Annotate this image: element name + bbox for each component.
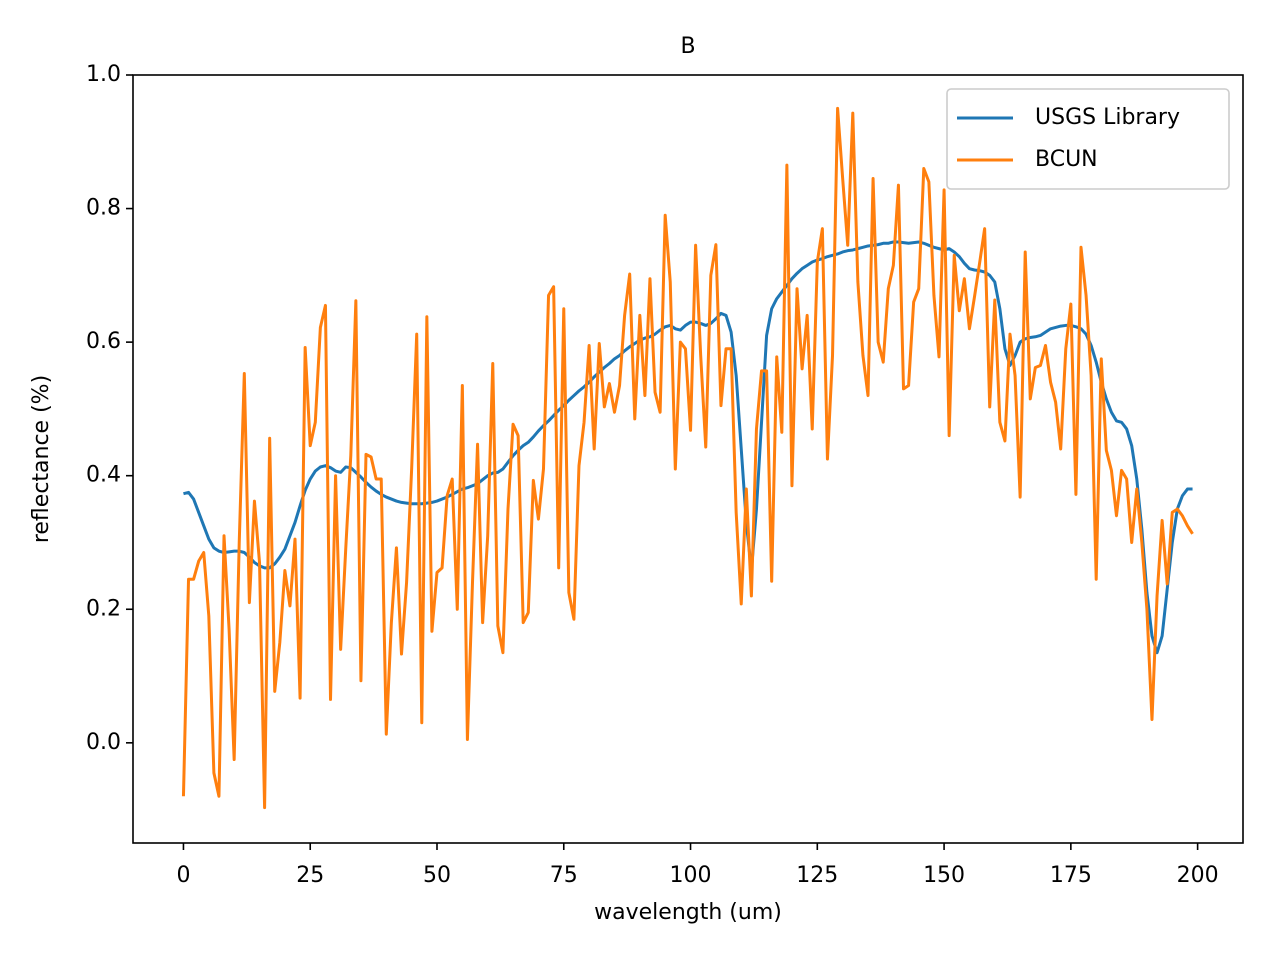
x-tick-label: 50 <box>423 863 451 888</box>
y-tick-label: 1.0 <box>86 62 121 87</box>
x-tick-label: 75 <box>550 863 578 888</box>
x-tick-label: 175 <box>1050 863 1092 888</box>
x-tick-label: 0 <box>176 863 190 888</box>
x-tick-label: 200 <box>1177 863 1219 888</box>
x-tick-label: 125 <box>796 863 838 888</box>
chart-title: B <box>680 34 695 59</box>
y-tick-label: 0.8 <box>86 196 121 221</box>
x-axis-label: wavelength (um) <box>594 900 782 925</box>
y-tick-label: 0.0 <box>86 730 121 755</box>
legend-label: BCUN <box>1035 147 1098 172</box>
x-tick-label: 100 <box>670 863 712 888</box>
x-tick-label: 150 <box>923 863 965 888</box>
data-line <box>181 106 1194 810</box>
y-tick-label: 0.2 <box>86 596 121 621</box>
y-tick-label: 0.6 <box>86 329 121 354</box>
x-tick-label: 25 <box>296 863 324 888</box>
legend-box <box>946 88 1230 190</box>
y-axis-label: reflectance (%) <box>29 375 54 543</box>
plot-frame <box>132 74 1244 844</box>
y-tick-label: 0.4 <box>86 463 121 488</box>
legend-label: USGS Library <box>1035 105 1180 130</box>
